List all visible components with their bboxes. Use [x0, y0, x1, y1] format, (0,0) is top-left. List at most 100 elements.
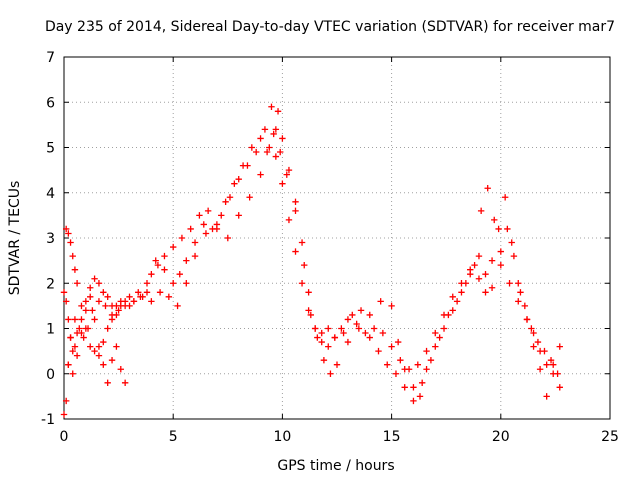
data-point — [458, 289, 465, 296]
data-point — [554, 370, 561, 377]
data-point — [388, 343, 395, 350]
data-point — [449, 307, 456, 314]
series-track-2 — [60, 108, 563, 418]
data-point — [200, 221, 207, 228]
y-tick-label: -1 — [41, 412, 55, 428]
data-point — [298, 280, 306, 287]
data-point — [394, 338, 402, 346]
chart-title: Day 235 of 2014, Sidereal Day-to-day VTE… — [45, 19, 615, 35]
data-point — [91, 275, 98, 282]
data-point — [325, 343, 332, 350]
data-point — [65, 361, 72, 368]
data-point — [362, 329, 369, 337]
data-point — [353, 320, 360, 328]
data-point — [453, 298, 461, 305]
data-point — [202, 230, 210, 237]
data-point — [117, 366, 124, 373]
data-point — [388, 302, 395, 310]
data-point — [252, 148, 260, 156]
data-point — [471, 261, 478, 269]
y-tick-label: 5 — [46, 141, 55, 157]
data-point — [89, 307, 96, 314]
data-point — [305, 307, 312, 314]
data-point — [148, 271, 155, 278]
data-point — [436, 334, 443, 341]
data-point — [130, 298, 138, 305]
data-point — [530, 329, 537, 337]
x-tick-label: 15 — [383, 429, 401, 445]
data-point — [495, 225, 502, 233]
data-point — [82, 298, 90, 305]
data-point — [62, 225, 70, 233]
data-point — [80, 334, 87, 341]
data-point — [449, 293, 456, 301]
data-point — [344, 338, 352, 346]
data-point — [78, 316, 85, 323]
data-point — [204, 207, 212, 215]
data-point — [257, 171, 264, 178]
data-point — [491, 216, 498, 224]
data-point — [87, 284, 94, 291]
data-point — [344, 316, 352, 323]
data-point — [78, 302, 85, 310]
data-point — [183, 280, 190, 287]
data-point — [270, 130, 277, 138]
data-point — [405, 366, 413, 373]
data-point — [370, 325, 378, 332]
data-point — [314, 334, 321, 341]
series-track-3 — [62, 135, 561, 377]
data-point — [239, 162, 247, 169]
data-point — [285, 216, 293, 224]
data-point — [196, 212, 203, 219]
data-point — [333, 361, 341, 368]
data-point — [279, 135, 286, 142]
data-point — [60, 289, 68, 296]
data-point — [357, 307, 365, 314]
data-point — [266, 144, 273, 151]
data-point — [318, 329, 325, 337]
data-point — [325, 325, 332, 332]
data-point — [277, 148, 284, 156]
x-tick-label: 20 — [492, 429, 510, 445]
data-point — [213, 221, 221, 228]
data-point — [257, 135, 264, 142]
x-tick-label: 0 — [60, 429, 69, 445]
data-point — [143, 289, 151, 296]
data-point — [174, 302, 181, 310]
data-point — [95, 343, 103, 350]
data-point — [427, 356, 435, 364]
data-point — [156, 289, 164, 296]
data-point — [307, 311, 314, 319]
data-point — [423, 347, 430, 355]
data-point — [102, 302, 109, 310]
data-point — [497, 261, 504, 269]
data-point — [488, 284, 496, 291]
data-point — [187, 225, 194, 233]
data-point — [414, 361, 422, 368]
data-point — [268, 103, 275, 110]
data-point — [139, 293, 146, 301]
x-tick-label: 10 — [273, 429, 291, 445]
data-point — [113, 302, 120, 310]
data-point — [62, 397, 70, 405]
data-point — [82, 325, 90, 332]
y-axis-label: SDTVAR / TECUs — [7, 181, 23, 296]
x-tick-label: 25 — [601, 429, 619, 445]
data-point — [191, 239, 199, 246]
data-point — [95, 298, 103, 305]
data-point — [178, 234, 186, 242]
y-tick-label: 1 — [46, 322, 55, 338]
data-point — [401, 384, 408, 391]
data-point — [143, 280, 151, 287]
data-point — [108, 356, 116, 364]
data-point — [67, 334, 74, 341]
data-point — [170, 280, 177, 287]
axis-ticks: 0 5 10 15 20 25 -1 0 1 2 3 4 5 6 7 — [41, 50, 619, 445]
data-point — [440, 325, 448, 332]
data-point — [292, 207, 299, 215]
data-point — [126, 302, 133, 310]
data-point — [263, 148, 271, 156]
data-point — [95, 352, 103, 359]
data-point — [65, 230, 72, 237]
